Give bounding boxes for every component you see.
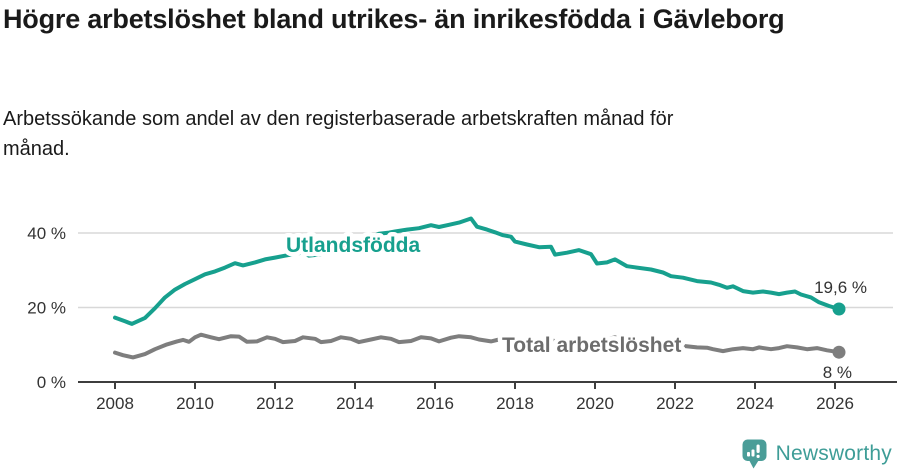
x-axis-tick-label: 2014 [336,394,374,413]
series-end-value-total: 8 % [823,363,852,382]
chart-title: Högre arbetslöshet bland utrikes- än inr… [3,4,785,34]
x-axis-tick-label: 2022 [656,394,694,413]
x-axis-tick-label: 2024 [736,394,774,413]
series-end-dot-total [832,345,846,359]
series-end-dot-utlandsfodda [832,302,846,316]
y-axis-tick-label: 40 % [27,224,66,243]
x-axis-tick-label: 2020 [576,394,614,413]
newsworthy-pin-barchart-icon [742,439,767,469]
line-chart: 0 % 20 % 40 % Utlandsfödda Total arbetslöshe… [27,216,897,413]
chart-subtitle: Arbetssökande som andel av den registerb… [3,108,674,160]
x-axis-tick-label: 2010 [176,394,214,413]
series-label-total: Total arbetslöshet [502,334,681,357]
x-axis-tick-label: 2026 [816,394,854,413]
series-line-total [113,332,841,360]
x-axis-tick-label: 2018 [496,394,534,413]
newsworthy-branding: Newsworthy [742,439,892,469]
series-end-value-utlandsfodda: 19,6 % [814,278,867,297]
y-axis-tick-label: 0 % [37,373,66,392]
brand-name: Newsworthy [775,442,892,465]
x-axis-tick-label: 2012 [256,394,294,413]
series-line-utlandsfodda [113,216,841,326]
x-axis-tick-label: 2008 [96,394,134,413]
series-label-utlandsfodda: Utlandsfödda [286,234,420,257]
x-axis-tick-label: 2016 [416,394,454,413]
y-axis-tick-label: 20 % [27,299,66,318]
